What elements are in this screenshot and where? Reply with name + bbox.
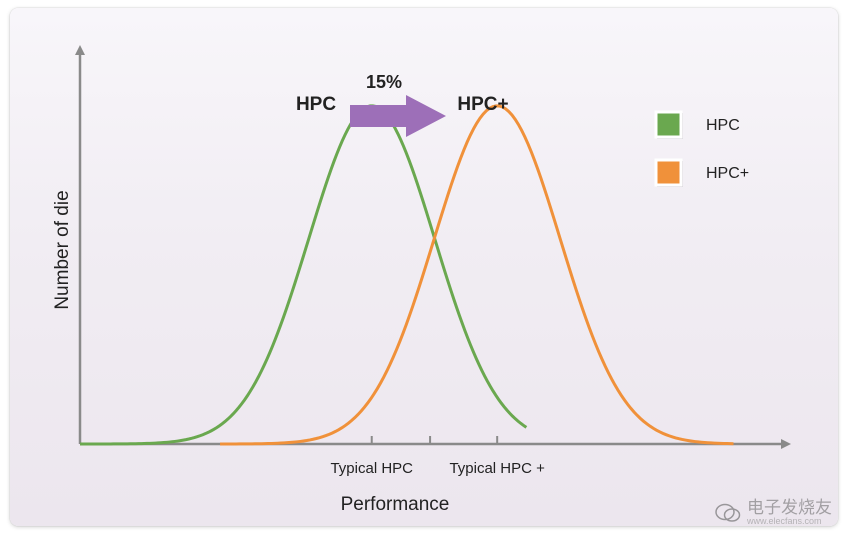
series-curve-hpc-plus — [220, 104, 734, 446]
watermark-url: www.elecfans.com — [747, 516, 822, 526]
x-axis-label: Performance — [341, 494, 450, 515]
legend-item-hpc-plus: HPC+ — [654, 158, 749, 187]
series-curve-hpc — [80, 104, 528, 446]
legend: HPC HPC+ — [654, 110, 749, 187]
hpc-peak-label: HPC — [296, 94, 336, 115]
x-tick-label: Typical HPC — [330, 460, 413, 477]
wechat-icon — [715, 503, 741, 522]
shift-arrow — [350, 95, 446, 137]
legend-label: HPC+ — [706, 165, 749, 182]
watermark-text: 电子发烧友 — [747, 498, 832, 518]
hpc-plus-peak-label: HPC+ — [457, 94, 508, 115]
legend-label: HPC — [706, 117, 740, 134]
watermark: 电子发烧友 www.elecfans.com — [715, 500, 832, 526]
shift-percent-label: 15% — [366, 72, 402, 92]
legend-item-hpc: HPC — [654, 110, 740, 139]
y-axis-label: Number of die — [52, 190, 73, 309]
x-tick-label: Typical HPC + — [449, 460, 545, 477]
legend-swatch — [654, 158, 683, 187]
legend-swatch — [654, 110, 683, 139]
